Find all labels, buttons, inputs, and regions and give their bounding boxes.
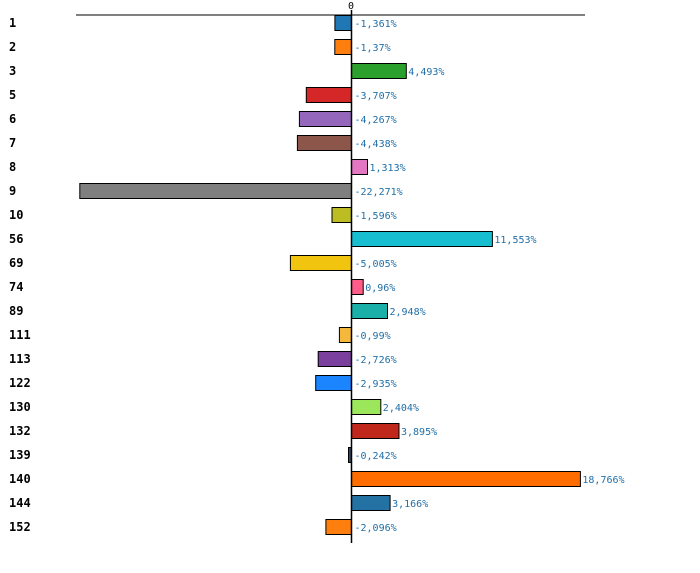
value-label: 1,313% (370, 163, 406, 174)
value-label: 4,493% (408, 67, 444, 78)
bar (289, 255, 352, 271)
category-label: 132 (9, 424, 31, 438)
bar (338, 327, 352, 343)
bar (351, 471, 581, 487)
value-label: -5,005% (355, 259, 397, 270)
value-label: 3,895% (401, 427, 437, 438)
category-label: 8 (9, 160, 16, 174)
category-label: 144 (9, 496, 31, 510)
value-label: -2,935% (355, 379, 397, 390)
bar (334, 39, 352, 55)
bar (296, 135, 352, 151)
value-label: -1,37% (355, 43, 391, 54)
value-label: 18,766% (582, 475, 624, 486)
value-label: 2,948% (390, 307, 426, 318)
value-label: -4,438% (355, 139, 397, 150)
category-label: 1 (9, 16, 16, 30)
value-label: -0,242% (355, 451, 397, 462)
bar (317, 351, 353, 367)
category-label: 89 (9, 304, 23, 318)
value-label: -22,271% (355, 187, 403, 198)
bar (351, 303, 388, 319)
category-label: 56 (9, 232, 23, 246)
category-label: 113 (9, 352, 31, 366)
category-label: 2 (9, 40, 16, 54)
value-label: -4,267% (355, 115, 397, 126)
bar (351, 159, 368, 175)
bar (351, 279, 364, 295)
category-label: 140 (9, 472, 31, 486)
category-label: 9 (9, 184, 16, 198)
bar (331, 207, 352, 223)
value-label: -3,707% (355, 91, 397, 102)
category-label: 5 (9, 88, 16, 102)
bar (305, 87, 352, 103)
category-label: 3 (9, 64, 16, 78)
category-label: 122 (9, 376, 31, 390)
value-label: -2,096% (355, 523, 397, 534)
value-label: -1,596% (355, 211, 397, 222)
value-label: -2,726% (355, 355, 397, 366)
category-label: 130 (9, 400, 31, 414)
bar (351, 423, 400, 439)
value-label: 2,404% (383, 403, 419, 414)
value-label: -1,361% (355, 19, 397, 30)
value-label: 3,166% (392, 499, 428, 510)
category-label: 139 (9, 448, 31, 462)
bar (351, 399, 382, 415)
bar (351, 63, 407, 79)
value-label: -0,99% (355, 331, 391, 342)
bar (298, 111, 352, 127)
category-label: 69 (9, 256, 23, 270)
bar (79, 183, 353, 199)
value-label: 0,96% (365, 283, 395, 294)
bar (315, 375, 353, 391)
bar (334, 15, 352, 31)
zero-tick-label: 0 (348, 1, 354, 12)
bar (351, 495, 391, 511)
category-label: 10 (9, 208, 23, 222)
value-label: 11,553% (494, 235, 536, 246)
category-label: 152 (9, 520, 31, 534)
category-label: 6 (9, 112, 16, 126)
category-label: 74 (9, 280, 23, 294)
category-label: 7 (9, 136, 16, 150)
bar (351, 231, 493, 247)
category-label: 111 (9, 328, 31, 342)
bar (325, 519, 352, 535)
